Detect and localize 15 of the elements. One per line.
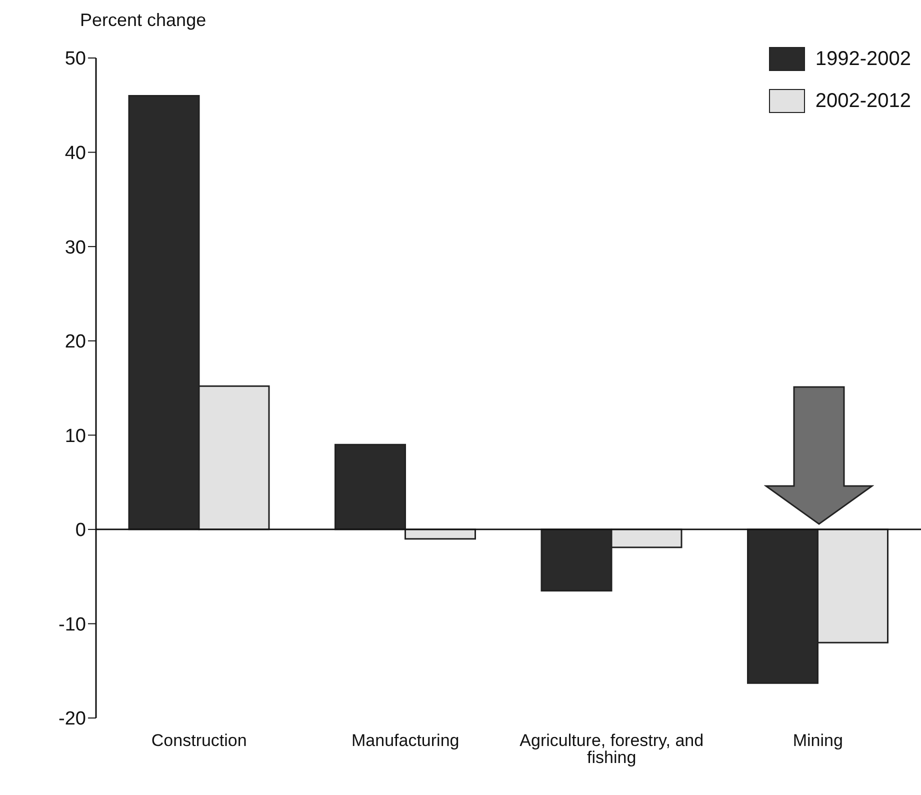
y-tick-label: 50 [64, 48, 86, 70]
y-tick-label: 10 [64, 426, 86, 447]
x-tick-label: Manufacturing [352, 731, 460, 750]
y-tick-label: -10 [58, 614, 86, 636]
y-tick-label: 20 [64, 332, 86, 353]
y-tick-label: 40 [64, 143, 86, 164]
legend-label: 2002-2012 [815, 90, 911, 112]
y-tick-label: 30 [64, 237, 86, 258]
y-tick-label: -20 [58, 708, 86, 730]
legend-label: 1992-2002 [815, 48, 911, 70]
x-tick-label: Construction [151, 731, 247, 750]
y-tick-label: 0 [75, 520, 86, 542]
x-tick-label: Agriculture, forestry, and fishing [520, 731, 704, 768]
x-tick-label: Mining [792, 731, 843, 750]
y-axis-title: Percent change [80, 10, 206, 31]
